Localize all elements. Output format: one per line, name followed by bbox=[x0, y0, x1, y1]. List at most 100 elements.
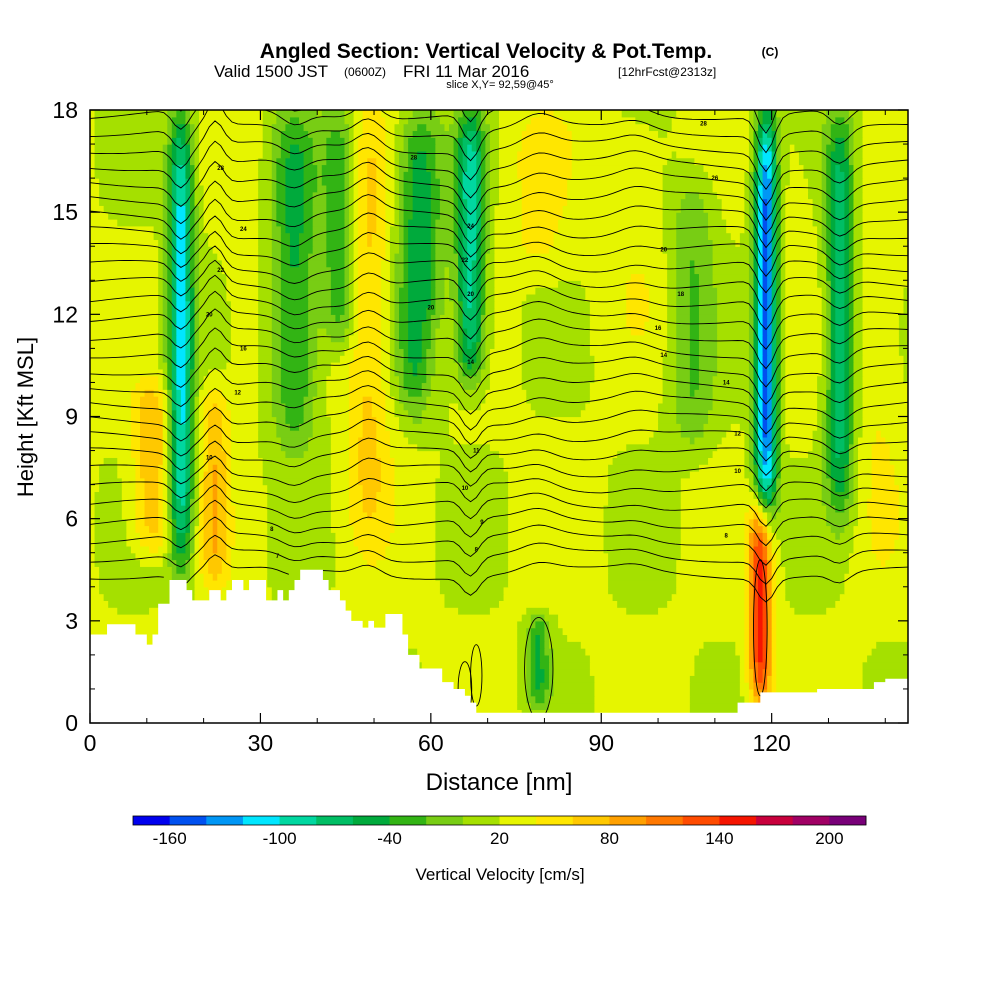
velocity-cell bbox=[90, 300, 159, 309]
x-tick-label: 90 bbox=[588, 730, 614, 756]
velocity-cell bbox=[594, 375, 664, 384]
y-tick-label: 9 bbox=[65, 404, 78, 430]
velocity-cell bbox=[99, 573, 173, 581]
velocity-cell bbox=[376, 498, 396, 506]
velocity-cell bbox=[748, 280, 755, 288]
velocity-cell bbox=[780, 287, 786, 295]
velocity-cell bbox=[748, 607, 755, 615]
velocity-cell bbox=[844, 464, 850, 472]
velocity-cell bbox=[171, 573, 191, 581]
velocity-cell bbox=[530, 688, 546, 697]
velocity-cell bbox=[167, 552, 173, 561]
velocity-cell bbox=[267, 511, 332, 520]
velocity-cell bbox=[748, 464, 755, 472]
velocity-cell bbox=[439, 116, 455, 125]
velocity-cell bbox=[176, 171, 187, 179]
velocity-cell bbox=[399, 375, 405, 384]
velocity-cell bbox=[499, 157, 518, 166]
velocity-cell bbox=[90, 607, 118, 615]
velocity-cell bbox=[753, 280, 759, 288]
velocity-cell bbox=[139, 402, 159, 411]
theta-contour-line bbox=[90, 245, 908, 294]
velocity-cell bbox=[162, 552, 168, 561]
velocity-cell bbox=[199, 552, 205, 561]
velocity-cell bbox=[430, 178, 441, 186]
velocity-cell bbox=[767, 130, 773, 138]
velocity-cell bbox=[844, 327, 850, 336]
velocity-cell bbox=[789, 600, 836, 608]
velocity-cell bbox=[258, 266, 273, 275]
velocity-cell bbox=[567, 184, 664, 193]
velocity-cell bbox=[499, 164, 518, 172]
velocity-cell bbox=[189, 280, 196, 288]
velocity-cell bbox=[744, 212, 750, 220]
velocity-cell bbox=[167, 307, 173, 315]
velocity-cell bbox=[90, 225, 155, 234]
velocity-cell bbox=[267, 552, 336, 561]
velocity-cell bbox=[189, 375, 196, 384]
velocity-cell bbox=[203, 552, 227, 561]
velocity-cell bbox=[780, 321, 786, 329]
velocity-cell bbox=[344, 171, 350, 179]
velocity-cell bbox=[394, 307, 400, 315]
velocity-cell bbox=[280, 362, 309, 370]
velocity-cell bbox=[171, 259, 177, 268]
velocity-cell bbox=[426, 355, 436, 363]
velocity-cell bbox=[571, 144, 750, 152]
velocity-cell bbox=[480, 300, 486, 309]
velocity-cell bbox=[739, 688, 750, 697]
velocity-cell bbox=[521, 137, 573, 145]
velocity-cell bbox=[330, 423, 350, 431]
velocity-cell bbox=[844, 382, 850, 390]
velocity-cell bbox=[671, 116, 750, 125]
velocity-cell bbox=[208, 430, 223, 438]
velocity-cell bbox=[167, 178, 173, 186]
velocity-cell bbox=[689, 695, 745, 704]
velocity-cell bbox=[230, 430, 259, 438]
velocity-cell bbox=[271, 225, 282, 234]
velocity-cell bbox=[458, 191, 464, 200]
velocity-cell bbox=[162, 321, 168, 329]
velocity-cell bbox=[721, 205, 745, 213]
velocity-cell bbox=[230, 355, 259, 363]
velocity-cell bbox=[767, 307, 773, 315]
velocity-cell bbox=[862, 287, 905, 295]
velocity-cell bbox=[203, 409, 209, 418]
velocity-cell bbox=[271, 164, 277, 172]
velocity-cell bbox=[226, 464, 232, 472]
velocity-cell bbox=[408, 116, 441, 125]
velocity-cell bbox=[417, 362, 427, 370]
velocity-cell bbox=[176, 259, 187, 268]
theta-contour-line bbox=[90, 327, 908, 388]
velocity-cell bbox=[848, 484, 855, 493]
velocity-cell bbox=[858, 450, 873, 458]
velocity-cell bbox=[748, 355, 755, 363]
velocity-cell bbox=[771, 416, 777, 424]
velocity-cell bbox=[199, 409, 205, 418]
velocity-cell bbox=[785, 307, 823, 315]
velocity-cell bbox=[712, 396, 750, 404]
velocity-cell bbox=[171, 178, 177, 186]
velocity-cell bbox=[430, 375, 459, 384]
velocity-cell bbox=[94, 137, 168, 145]
velocity-cell bbox=[603, 539, 682, 547]
velocity-cell bbox=[135, 511, 146, 520]
velocity-cell bbox=[744, 641, 750, 649]
theta-label: 24 bbox=[467, 224, 474, 230]
velocity-cell bbox=[853, 144, 864, 152]
velocity-cell bbox=[830, 362, 836, 370]
velocity-cell bbox=[158, 477, 164, 486]
velocity-cell bbox=[717, 362, 750, 370]
colorbar-swatch bbox=[499, 816, 537, 825]
velocity-cell bbox=[780, 348, 786, 356]
velocity-cell bbox=[385, 402, 396, 411]
velocity-cell bbox=[771, 593, 777, 601]
velocity-cell bbox=[499, 123, 527, 132]
velocity-cell bbox=[676, 225, 709, 234]
velocity-cell bbox=[194, 559, 200, 567]
velocity-cell bbox=[780, 450, 791, 458]
velocity-cell bbox=[848, 232, 855, 241]
velocity-cell bbox=[171, 457, 177, 465]
valid-main-text: Valid 1500 JST bbox=[214, 62, 328, 81]
velocity-cell bbox=[199, 164, 259, 172]
